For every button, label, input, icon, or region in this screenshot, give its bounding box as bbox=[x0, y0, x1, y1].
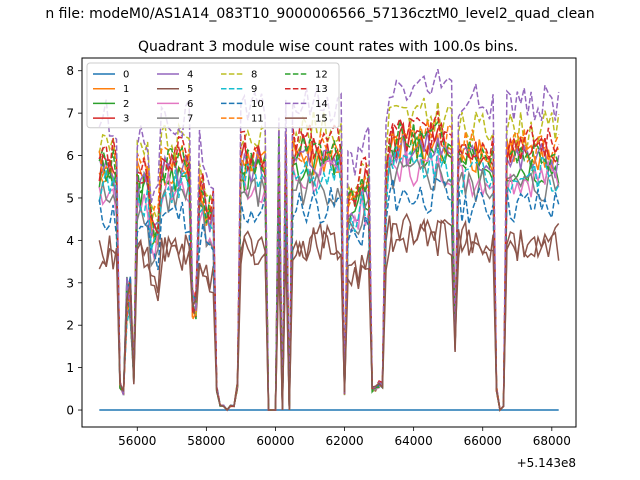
legend-label-8: 8 bbox=[251, 70, 257, 81]
legend-label-7: 7 bbox=[187, 114, 193, 125]
series-layer bbox=[98, 68, 560, 412]
legend-label-12: 12 bbox=[315, 70, 328, 81]
y-tick-label: 1 bbox=[66, 361, 74, 375]
x-axis-offset-label: +5.143e8 bbox=[517, 456, 576, 470]
y-tick-label: 0 bbox=[66, 404, 74, 418]
legend-label-0: 0 bbox=[123, 70, 129, 81]
legend-label-11: 11 bbox=[251, 114, 264, 125]
legend-label-15: 15 bbox=[315, 114, 328, 125]
y-tick-label: 7 bbox=[66, 107, 74, 121]
y-tick-label: 5 bbox=[66, 191, 74, 205]
legend-label-10: 10 bbox=[251, 99, 264, 110]
x-axis: 56000 58000 60000 62000 64000 66000 68000 bbox=[118, 427, 571, 448]
y-tick-label: 2 bbox=[66, 319, 74, 333]
x-tick-label: 58000 bbox=[187, 434, 225, 448]
y-axis: 0 1 2 3 4 5 6 7 8 bbox=[66, 64, 82, 418]
series-line-9 bbox=[98, 146, 560, 412]
y-tick-label: 8 bbox=[66, 64, 74, 78]
legend-label-2: 2 bbox=[123, 99, 129, 110]
series-line-13 bbox=[98, 109, 560, 412]
legend-label-13: 13 bbox=[315, 84, 328, 95]
series-line-6 bbox=[98, 150, 560, 412]
legend-label-1: 1 bbox=[123, 84, 129, 95]
y-tick-label: 3 bbox=[66, 276, 74, 290]
legend-label-3: 3 bbox=[123, 114, 129, 125]
series-line-15 bbox=[98, 217, 560, 412]
legend-frame bbox=[86, 62, 340, 129]
series-line-8 bbox=[98, 97, 560, 412]
y-tick-label: 6 bbox=[66, 149, 74, 163]
chart-title: Quadrant 3 module wise count rates with … bbox=[138, 39, 518, 55]
legend-label-14: 14 bbox=[315, 99, 328, 110]
y-tick-label: 4 bbox=[66, 234, 74, 248]
x-tick-label: 60000 bbox=[256, 434, 294, 448]
x-tick-label: 62000 bbox=[325, 434, 363, 448]
legend-label-9: 9 bbox=[251, 84, 257, 95]
legend-label-5: 5 bbox=[187, 84, 193, 95]
series-line-10 bbox=[98, 176, 560, 412]
legend-label-4: 4 bbox=[187, 70, 193, 81]
figure-suptitle: n file: modeM0/AS1A14_083T10_9000006566_… bbox=[45, 6, 594, 22]
legend-label-6: 6 bbox=[187, 99, 193, 110]
plot-area-frame bbox=[81, 57, 577, 428]
x-tick-label: 64000 bbox=[395, 434, 433, 448]
x-tick-label: 66000 bbox=[464, 434, 502, 448]
series-line-14 bbox=[98, 68, 560, 412]
x-tick-label: 68000 bbox=[533, 434, 571, 448]
x-tick-label: 56000 bbox=[118, 434, 156, 448]
